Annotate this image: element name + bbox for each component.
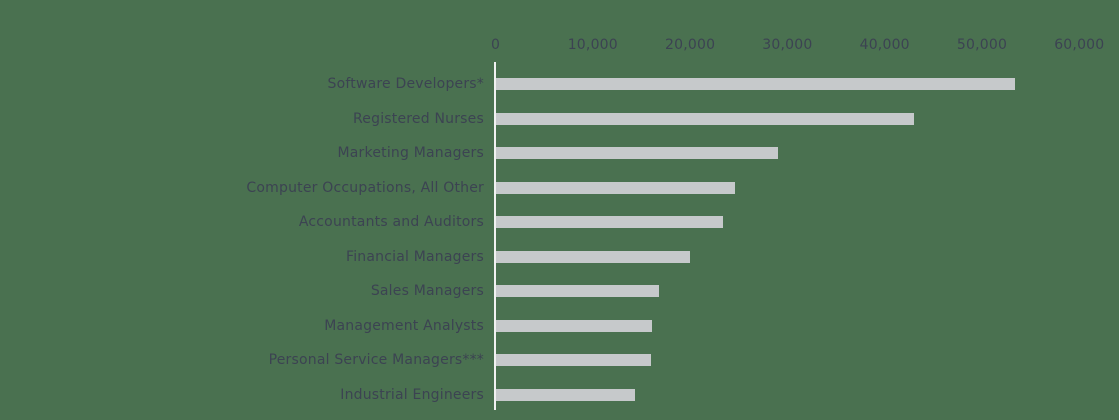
category-label: Registered Nurses [353,110,484,127]
x-axis-tick-label: 40,000 [859,37,910,53]
bar [496,319,652,332]
category-label: Management Analysts [324,317,484,334]
bar [496,354,651,366]
category-label: Marketing Managers [337,145,484,161]
bar [496,78,1015,90]
x-axis-tick-label: 10,000 [567,37,618,53]
category-label: Sales Managers [370,283,484,299]
x-axis-tick-label: 0 [490,37,501,53]
x-axis-tick-label: 20,000 [665,37,716,53]
y-axis-zero-line [494,62,496,410]
category-label: Computer Occupations, All Other [246,179,484,196]
category-label: Financial Managers [345,248,484,265]
category-label: Accountants and Auditors [298,214,484,230]
bar [496,147,779,159]
category-label: Industrial Engineers [340,386,484,403]
bar [496,181,736,194]
bar [496,388,636,401]
bar [496,250,690,263]
x-axis-tick-label: 30,000 [762,37,813,53]
x-axis-tick-label: 50,000 [956,37,1008,53]
bar [496,216,723,228]
bar [496,285,660,297]
bar [496,112,915,125]
category-label: Software Developers* [327,76,484,92]
x-axis-tick-label: 60,000 [1054,37,1105,53]
category-label: Personal Service Managers*** [268,352,484,368]
